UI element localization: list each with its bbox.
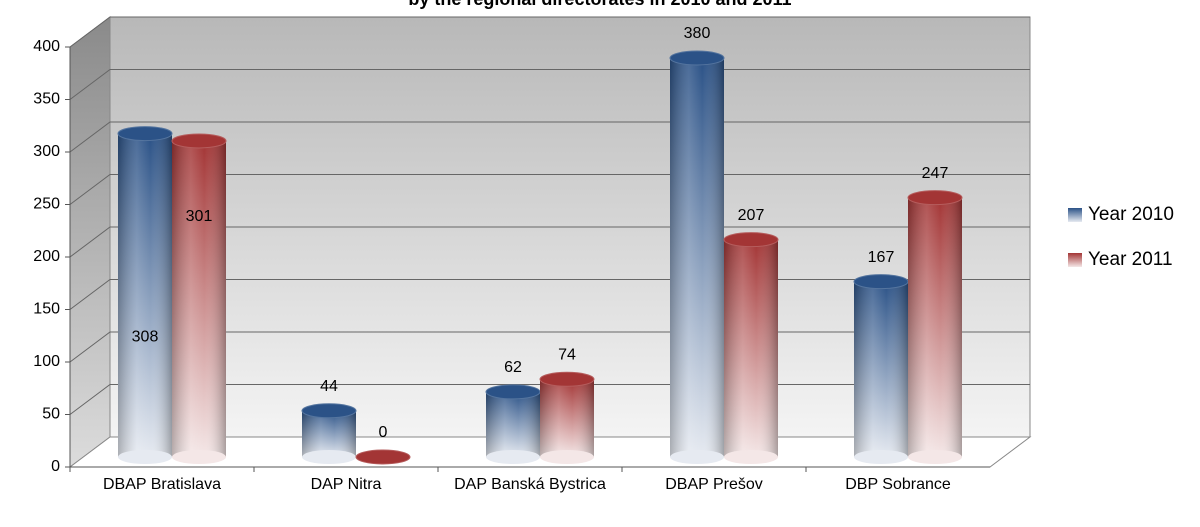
legend-label: Year 2011	[1088, 249, 1173, 270]
bar-shade	[302, 410, 356, 457]
y-tick-label: 100	[33, 353, 60, 370]
data-label: 44	[320, 378, 338, 395]
grid-line	[69, 16, 1030, 48]
x-tick-label: DAP Nitra	[311, 476, 382, 493]
bar-shade	[724, 239, 778, 457]
bar-bottom	[172, 450, 226, 464]
legend-swatch	[1068, 208, 1082, 222]
legend-label: Year 2010	[1088, 204, 1174, 225]
bar-top	[539, 371, 595, 387]
data-label: 301	[186, 208, 213, 225]
bar-shade	[486, 391, 540, 457]
y-tick-label: 400	[33, 38, 60, 55]
bar-bottom	[854, 450, 908, 464]
data-label: 0	[379, 424, 388, 441]
bar-shade	[908, 197, 962, 457]
data-label: 247	[922, 165, 949, 182]
data-label: 74	[558, 347, 576, 364]
bar-top	[669, 50, 725, 66]
y-tick-label: 50	[42, 406, 60, 423]
bar-top	[117, 126, 173, 142]
data-label: 62	[504, 359, 522, 376]
bar-bottom	[908, 450, 962, 464]
bar-top	[485, 384, 541, 400]
data-label: 207	[738, 207, 765, 224]
y-tick-label: 300	[33, 143, 60, 160]
bar-bottom	[724, 450, 778, 464]
bar-shade	[854, 281, 908, 457]
data-label: 380	[684, 25, 711, 42]
legend-swatch	[1068, 253, 1082, 267]
data-label: 308	[132, 329, 159, 346]
y-tick-label: 150	[33, 301, 60, 318]
x-tick-label: DAP Banská Bystrica	[454, 476, 606, 493]
bar-top	[355, 449, 411, 465]
x-tick-label: DBAP Prešov	[665, 476, 763, 493]
bar-top	[853, 274, 909, 290]
bar-top	[907, 190, 963, 206]
y-tick-label: 0	[51, 458, 60, 475]
bar-bottom	[302, 450, 356, 464]
bar-bottom	[540, 450, 594, 464]
bar-bottom	[670, 450, 724, 464]
x-tick-label: DBAP Bratislava	[103, 476, 221, 493]
y-tick-label: 200	[33, 248, 60, 265]
bar-top	[301, 403, 357, 419]
chart-title: by the regional directorates in 2010 and…	[408, 0, 791, 9]
x-tick-label: DBP Sobrance	[845, 476, 951, 493]
bar-top	[723, 232, 779, 248]
bar-bottom	[486, 450, 540, 464]
y-tick-label: 250	[33, 196, 60, 213]
bar-shade	[670, 58, 724, 457]
bar-shade	[172, 140, 226, 457]
bar-bottom	[118, 450, 172, 464]
bar-top	[171, 133, 227, 149]
data-label: 167	[868, 249, 895, 266]
bar-shade	[118, 133, 172, 457]
y-tick-label: 350	[33, 91, 60, 108]
bar-shade	[540, 379, 594, 457]
